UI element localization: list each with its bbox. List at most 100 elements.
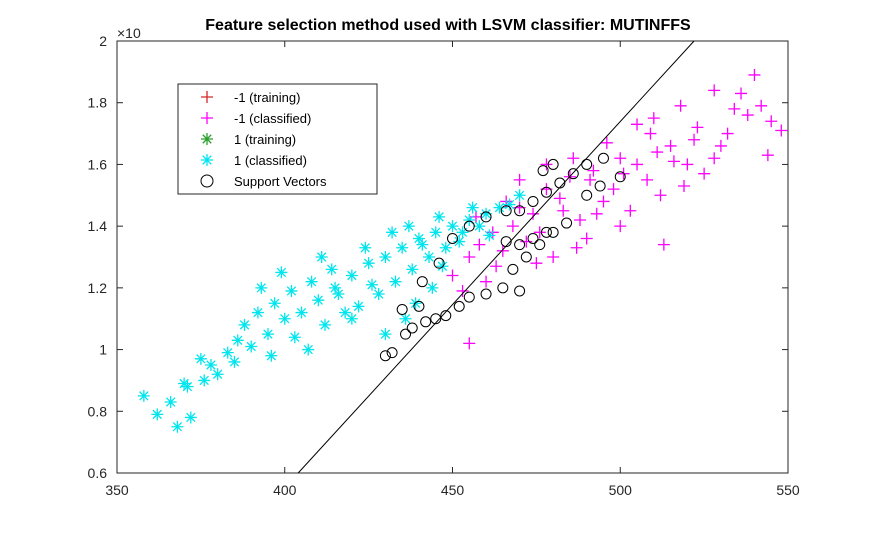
data-point	[537, 165, 549, 177]
data-point	[631, 158, 644, 171]
data-point	[332, 288, 345, 301]
data-point	[547, 226, 559, 238]
data-point	[755, 99, 768, 112]
data-point	[644, 127, 657, 140]
x-tick-label: 450	[441, 482, 465, 498]
data-point	[520, 251, 532, 263]
data-point	[573, 213, 586, 226]
data-point	[352, 300, 365, 313]
legend-label: -1 (classified)	[234, 111, 311, 126]
data-point	[315, 251, 328, 263]
data-point	[430, 313, 442, 325]
data-point	[584, 173, 597, 186]
data-point	[453, 235, 466, 248]
data-point	[496, 244, 509, 257]
data-point	[265, 349, 278, 362]
data-point	[651, 146, 664, 159]
data-point	[520, 235, 533, 248]
data-point	[490, 260, 503, 273]
data-point	[473, 238, 486, 251]
series-layer	[137, 68, 788, 433]
data-point	[433, 257, 445, 269]
data-point	[506, 220, 519, 233]
data-point	[399, 312, 412, 325]
data-point	[305, 275, 318, 288]
data-point	[677, 180, 690, 193]
data-point	[631, 118, 644, 131]
data-point	[181, 380, 194, 393]
data-point	[446, 269, 459, 282]
data-point	[285, 284, 298, 297]
data-point	[514, 205, 526, 217]
data-point	[708, 152, 721, 165]
data-point	[681, 158, 694, 171]
data-point	[698, 167, 711, 180]
data-point	[657, 238, 670, 251]
data-point	[735, 87, 748, 100]
y-tick-label: 1.2	[88, 280, 108, 296]
data-point	[514, 285, 526, 297]
x-axis: 350 400 450 500 550	[105, 41, 800, 498]
data-point	[463, 291, 475, 303]
data-point	[288, 331, 301, 344]
data-point	[463, 220, 475, 232]
x-tick-label: 350	[105, 482, 129, 498]
data-point	[228, 355, 241, 368]
data-point	[497, 282, 509, 294]
data-point	[379, 251, 392, 263]
data-point	[426, 281, 439, 294]
data-point	[581, 158, 593, 170]
data-point	[171, 420, 184, 433]
data-point	[447, 232, 458, 244]
data-point	[567, 152, 580, 165]
data-point	[379, 328, 392, 341]
data-point	[480, 288, 492, 300]
data-point	[765, 115, 778, 128]
data-point	[483, 229, 496, 242]
data-point	[600, 136, 613, 149]
data-point	[268, 297, 281, 310]
data-point	[359, 241, 372, 254]
data-point	[557, 204, 570, 217]
x-tick-label: 550	[776, 482, 800, 498]
legend-marker	[201, 133, 213, 145]
data-point	[594, 180, 606, 192]
data-point	[647, 112, 660, 125]
data-point	[493, 201, 506, 214]
data-point	[184, 411, 197, 424]
data-point	[553, 192, 566, 205]
data-point	[570, 241, 583, 254]
decision-boundary-line	[297, 40, 695, 474]
data-point	[211, 368, 224, 381]
data-point	[261, 328, 274, 341]
data-point	[329, 281, 342, 294]
data-point	[429, 226, 442, 239]
data-point	[741, 109, 754, 122]
data-point	[664, 139, 677, 152]
data-point	[345, 312, 358, 325]
data-point	[667, 155, 680, 168]
data-point	[708, 84, 721, 97]
data-point	[278, 312, 291, 325]
legend-marker	[201, 112, 213, 124]
data-point	[221, 346, 234, 359]
data-point	[533, 226, 546, 239]
data-point	[245, 340, 258, 353]
data-point	[372, 288, 385, 301]
data-point	[420, 316, 432, 328]
data-point	[251, 306, 264, 319]
data-point	[513, 173, 526, 186]
data-point	[473, 220, 486, 233]
data-point	[365, 278, 378, 291]
data-point	[379, 350, 391, 362]
data-point	[198, 374, 211, 387]
y-tick-label: 1.4	[88, 218, 108, 234]
data-point	[194, 352, 207, 365]
data-point	[775, 124, 788, 137]
data-point	[614, 171, 626, 183]
data-point	[204, 359, 217, 371]
data-point	[238, 318, 251, 331]
data-point	[386, 347, 398, 359]
data-point	[480, 275, 493, 288]
